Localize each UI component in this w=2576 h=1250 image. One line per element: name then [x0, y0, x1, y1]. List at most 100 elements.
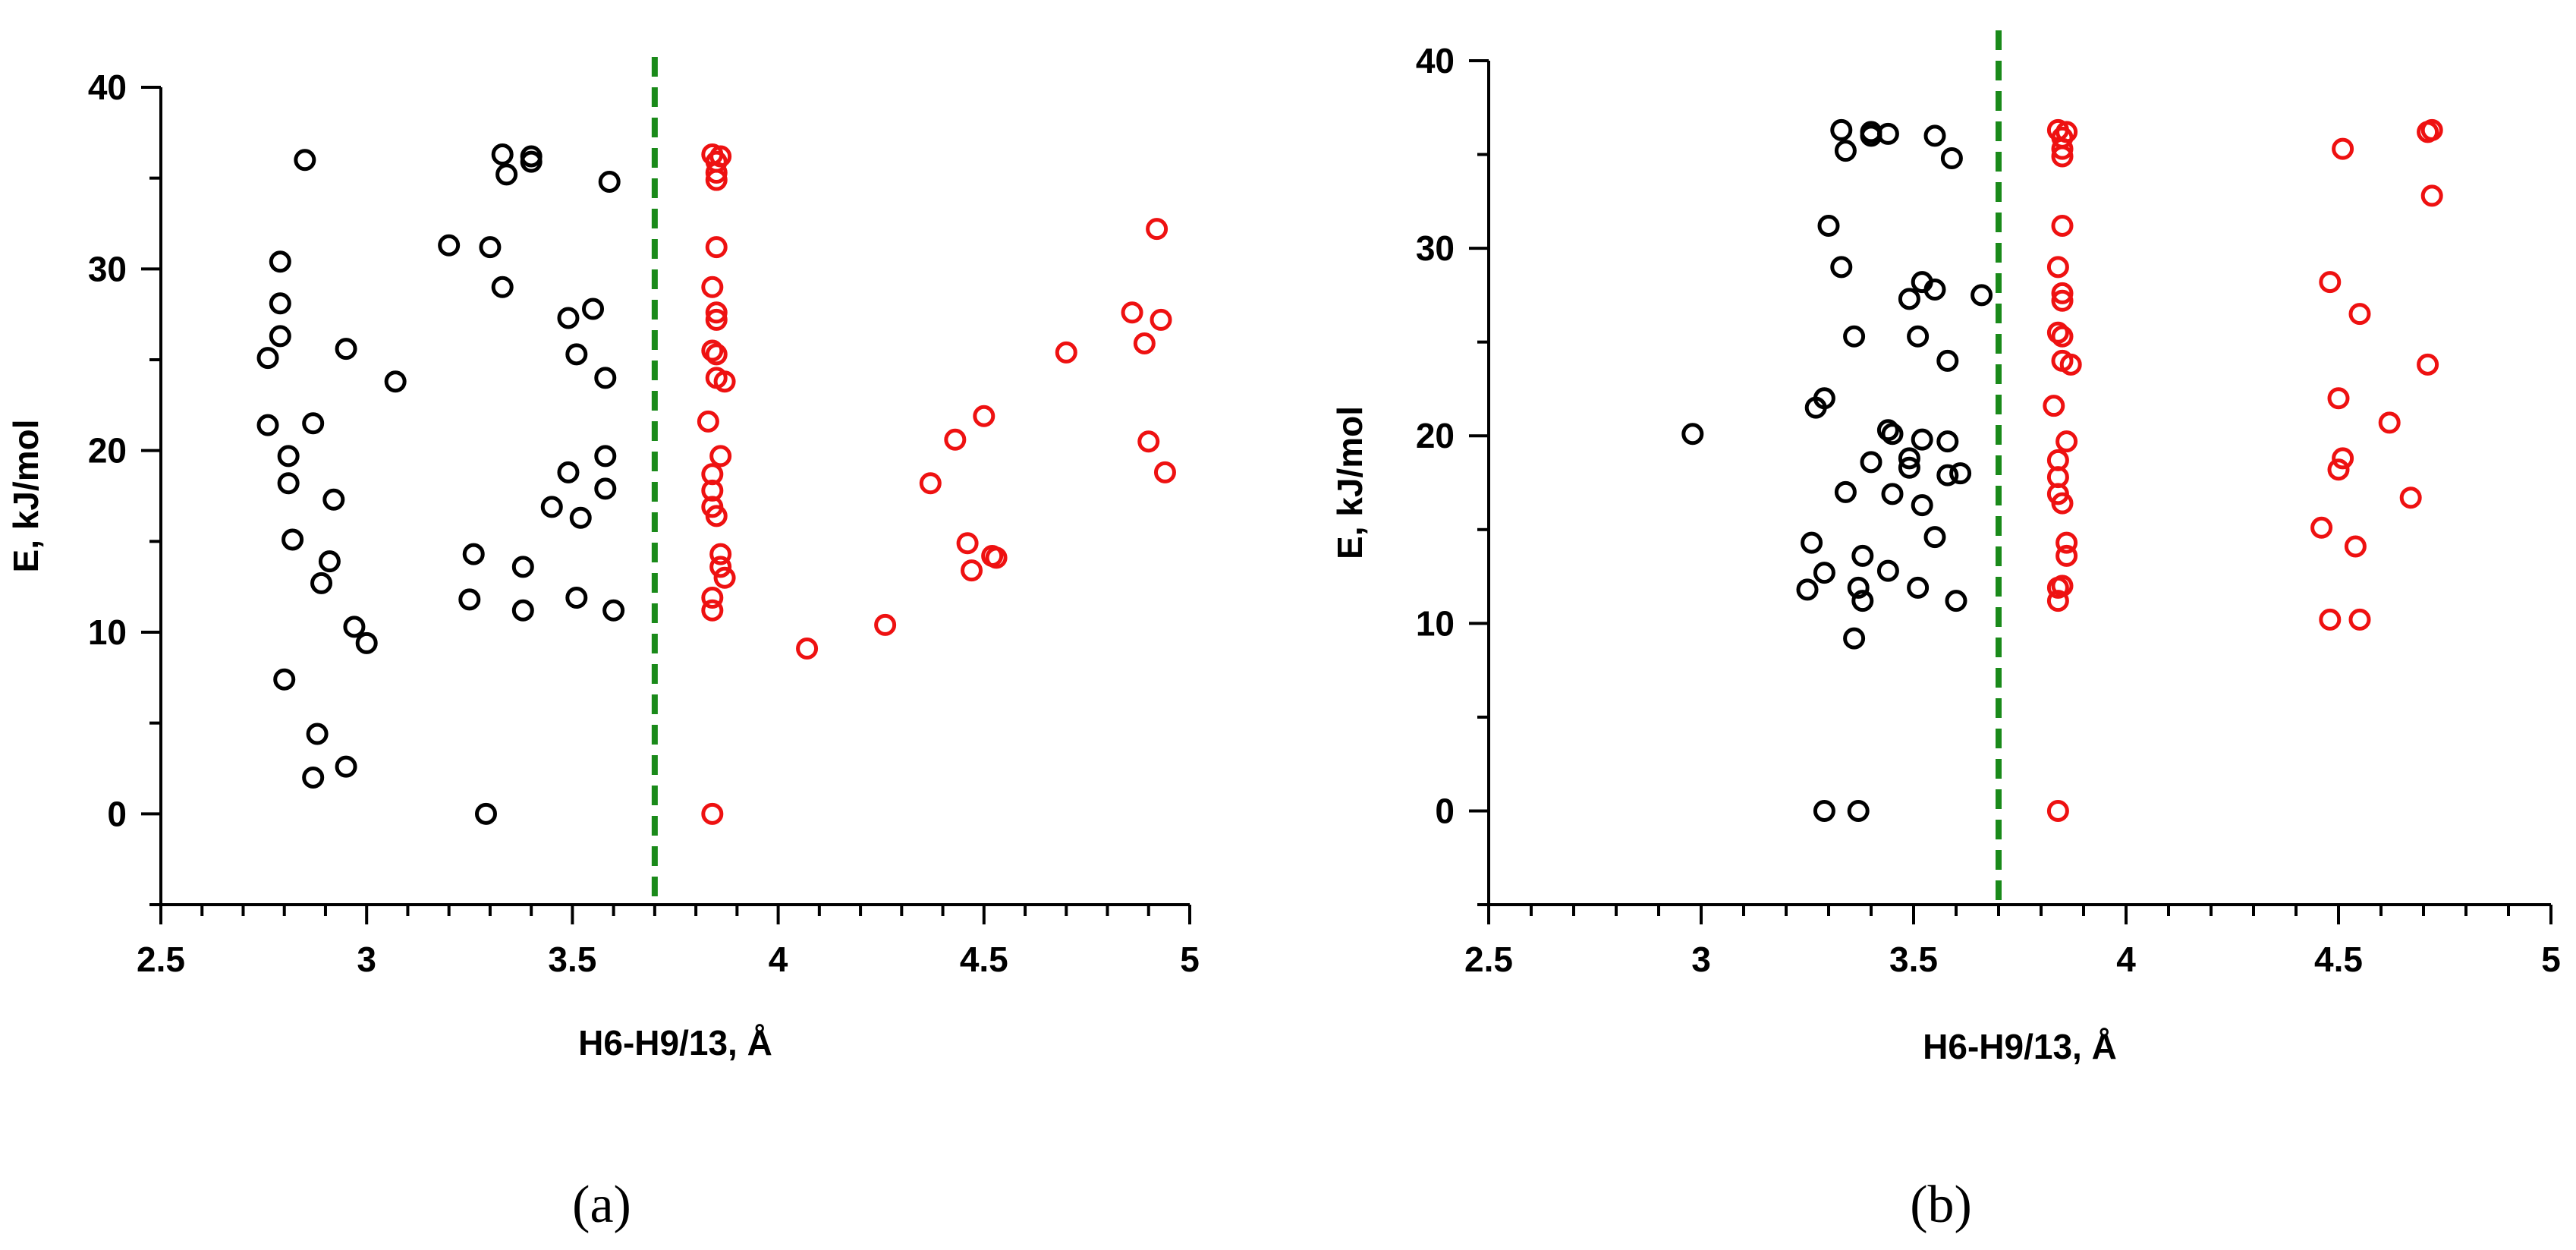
data-point-red — [2051, 325, 2074, 348]
x-tick-label: 2.5 — [1464, 940, 1513, 979]
data-point-black — [462, 543, 485, 565]
data-point-black — [256, 414, 279, 436]
data-point-red — [701, 802, 724, 825]
panel-a: 2.5 3 3.5 4 4.5 5 0 10 20 30 40 H6-H9/13, Å E, kJ/mo… — [6, 57, 1200, 1234]
data-point-black — [302, 766, 325, 789]
data-point-black — [598, 170, 621, 193]
data-point-red — [2399, 486, 2422, 509]
x-tick-label: 4 — [769, 940, 788, 979]
data-point-red — [973, 405, 995, 427]
data-point-red — [956, 532, 979, 555]
data-point-black — [594, 367, 617, 389]
data-point-black — [479, 236, 502, 259]
y-tick-label: 20 — [1416, 416, 1455, 455]
x-tick-label: 4.5 — [960, 940, 1008, 979]
data-point-black — [269, 325, 291, 348]
x-axis-label: H6-H9/13, Å — [578, 1023, 772, 1063]
data-point-red — [2051, 137, 2074, 160]
data-point-red — [985, 546, 1008, 569]
data-point-red — [2055, 531, 2078, 554]
data-point-red — [919, 472, 942, 495]
y-tick-label: 30 — [88, 249, 127, 288]
data-point-red — [2046, 321, 2069, 344]
data-point-black — [491, 143, 514, 166]
data-point-black — [1847, 799, 1870, 822]
x-tick-label: 5 — [1180, 940, 1200, 979]
data-point-red — [2420, 184, 2443, 207]
data-point-black — [1876, 559, 1899, 582]
y-axis-label: E, kJ/mol — [6, 420, 46, 573]
data-point-black — [318, 550, 341, 573]
data-point-red — [1133, 332, 1156, 354]
data-point-red — [944, 428, 967, 451]
data-point-red — [701, 276, 724, 298]
data-point-black — [458, 588, 481, 611]
data-point-black — [1907, 576, 1930, 599]
data-point-black — [1949, 462, 1972, 485]
data-point-black — [520, 150, 543, 173]
data-point-black — [602, 599, 625, 622]
data-point-red — [2055, 430, 2078, 453]
data-point-red — [2348, 608, 2371, 631]
data-point-black — [310, 571, 333, 594]
data-point-black — [1817, 214, 1840, 237]
data-point-red — [2344, 535, 2367, 558]
data-point-red — [2417, 353, 2439, 376]
data-point-red — [2378, 411, 2401, 434]
data-point-black — [277, 472, 300, 495]
y-tick-label: 10 — [88, 612, 127, 652]
data-point-black — [1936, 349, 1959, 372]
x-tick-label: 4.5 — [2314, 940, 2363, 979]
data-point-black — [1971, 284, 1993, 307]
data-point-black — [495, 163, 518, 186]
data-point-black — [1923, 278, 1946, 301]
data-point-red — [1121, 301, 1143, 324]
data-point-red — [1137, 430, 1160, 453]
y-tick-label: 40 — [1416, 41, 1455, 80]
data-point-black — [1796, 578, 1819, 601]
data-point-black — [1923, 124, 1946, 147]
data-point-red — [796, 638, 819, 660]
data-point-black — [1940, 146, 1963, 169]
data-point-black — [1843, 325, 1866, 348]
panel-label: (b) — [1910, 1176, 1972, 1234]
data-point-black — [294, 149, 316, 172]
data-point-black — [1898, 447, 1920, 470]
data-point-red — [2055, 544, 2078, 567]
data-point-red — [701, 587, 724, 609]
data-point-black — [282, 528, 304, 551]
data-point-red — [705, 236, 728, 259]
data-point-red — [874, 613, 897, 636]
data-point-black — [557, 461, 580, 483]
data-point-red — [1150, 308, 1172, 331]
data-point-red — [2319, 608, 2342, 631]
data-point-red — [2051, 145, 2074, 168]
data-point-black — [582, 298, 605, 320]
data-point-red — [1146, 218, 1168, 241]
x-tick-label: 4 — [2116, 940, 2136, 979]
data-point-black — [322, 488, 345, 511]
x-tick-label: 5 — [2541, 940, 2561, 979]
data-point-red — [2310, 516, 2333, 539]
y-tick-label: 20 — [88, 431, 127, 471]
data-point-black — [1851, 590, 1874, 612]
data-point-black — [1830, 118, 1853, 141]
data-point-black — [594, 445, 617, 468]
data-point-black — [540, 496, 563, 518]
data-point-black — [256, 347, 279, 370]
data-point-black — [1834, 140, 1857, 162]
x-axis-label: H6-H9/13, Å — [1923, 1027, 2117, 1066]
data-point-red — [2051, 289, 2074, 312]
data-point-red — [2332, 137, 2354, 160]
y-tick-label: 0 — [1435, 791, 1455, 830]
data-point-black — [1923, 526, 1946, 549]
data-point-red — [705, 308, 728, 331]
data-point-black — [557, 307, 580, 329]
y-tick-label: 10 — [1416, 603, 1455, 643]
x-tick-label: 3.5 — [548, 940, 596, 979]
data-point-black — [355, 631, 378, 654]
data-point-black — [1898, 456, 1920, 479]
data-point-red — [2046, 590, 2069, 612]
data-point-red — [705, 343, 728, 366]
